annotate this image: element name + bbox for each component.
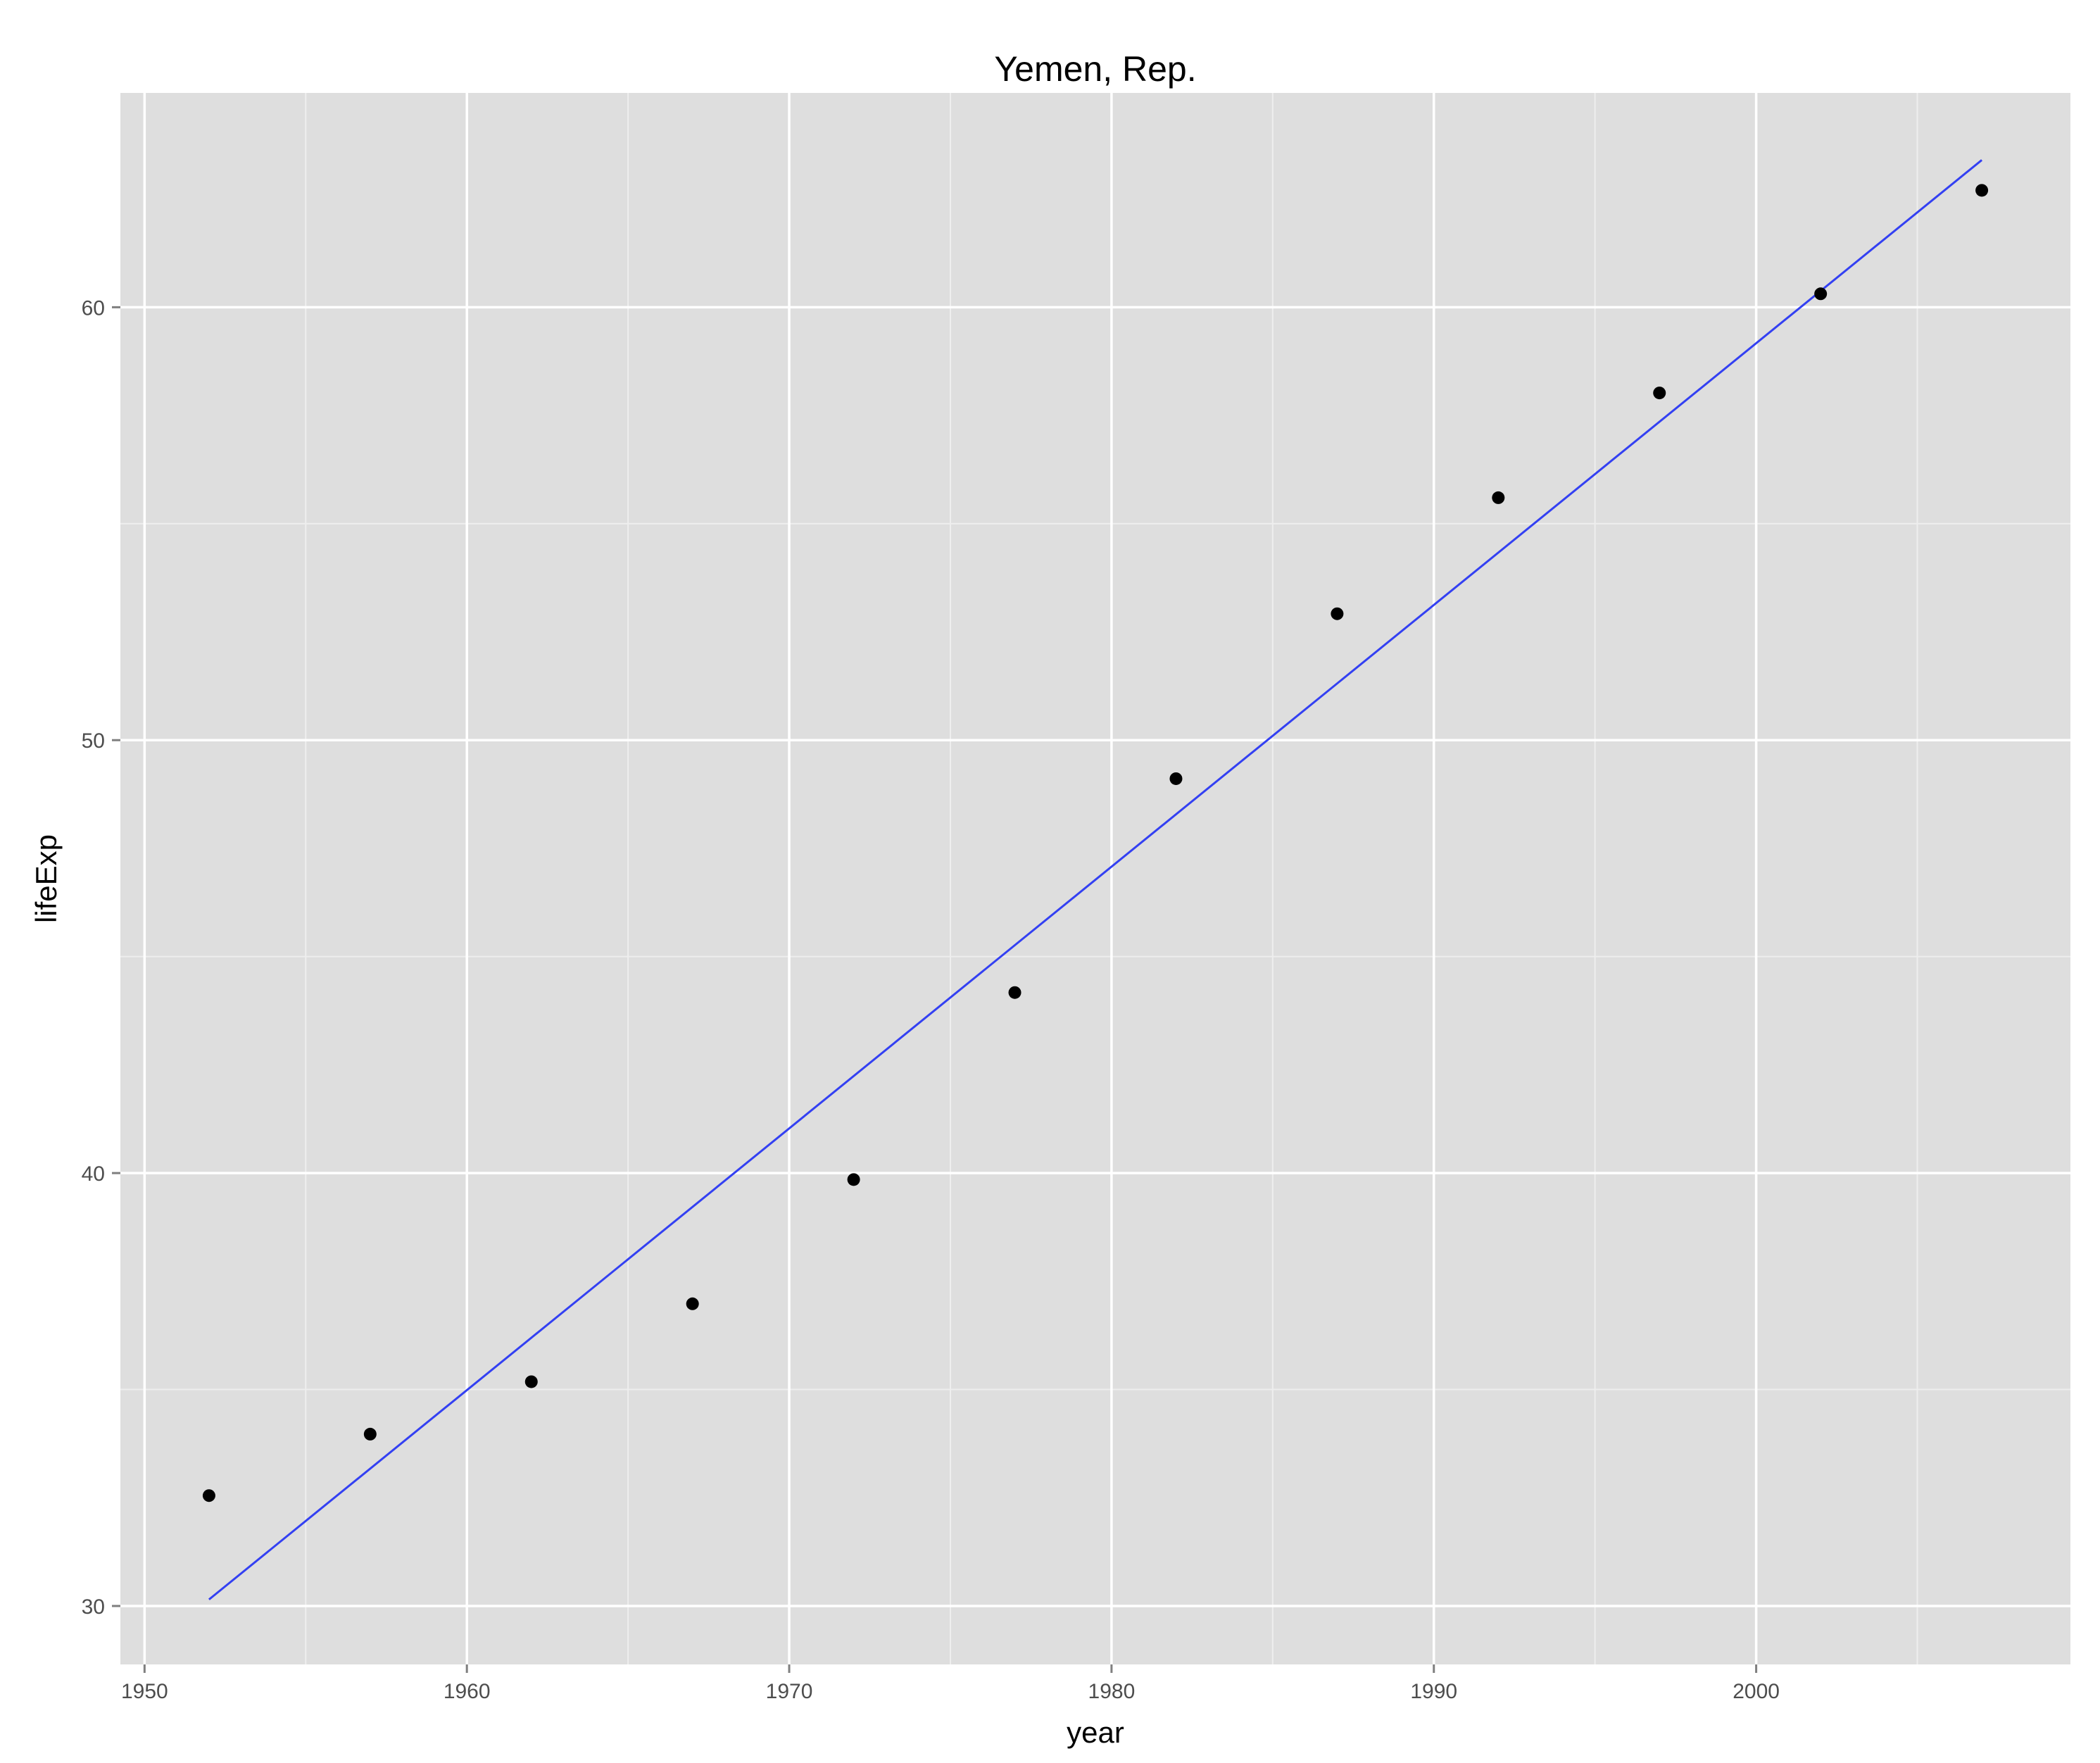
major-gridlines xyxy=(120,93,2070,1664)
x-tick-label: 2000 xyxy=(1733,1680,1780,1703)
data-point xyxy=(1653,387,1666,400)
data-points xyxy=(202,184,1989,1502)
data-point xyxy=(202,1489,215,1502)
x-tick-label: 1970 xyxy=(766,1680,813,1703)
y-tick-label: 40 xyxy=(82,1162,105,1186)
regression-line xyxy=(208,159,1983,1600)
data-point xyxy=(1169,772,1183,785)
data-point xyxy=(1975,184,1989,197)
data-point xyxy=(1492,491,1505,504)
chart-title: Yemen, Rep. xyxy=(994,49,1196,89)
data-point xyxy=(524,1375,538,1388)
x-tick-label: 1990 xyxy=(1410,1680,1457,1703)
minor-gridlines xyxy=(120,93,2070,1664)
data-point xyxy=(1008,986,1021,999)
x-axis-title: year xyxy=(1067,1716,1124,1749)
x-tick-label: 1960 xyxy=(444,1680,491,1703)
fit-line-layer xyxy=(208,159,1983,1600)
x-tick-label: 1980 xyxy=(1088,1680,1136,1703)
data-point xyxy=(1814,287,1828,301)
data-point xyxy=(686,1297,699,1310)
x-axis-ticks: 1950 1960 1970 1980 1990 2000 xyxy=(121,1664,1780,1703)
y-axis-title: lifeExp xyxy=(30,834,63,923)
data-point xyxy=(363,1427,377,1441)
y-axis-ticks: 30 40 50 60 xyxy=(82,296,120,1619)
y-tick-label: 60 xyxy=(82,296,105,320)
y-tick-label: 50 xyxy=(82,729,105,753)
y-tick-label: 30 xyxy=(82,1595,105,1619)
data-point xyxy=(847,1173,860,1186)
x-tick-label: 1950 xyxy=(121,1680,168,1703)
data-point xyxy=(1331,607,1344,620)
